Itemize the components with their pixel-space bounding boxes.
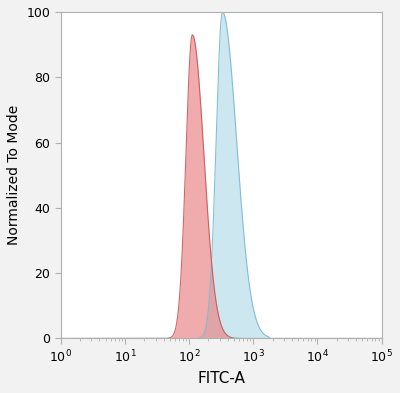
X-axis label: FITC-A: FITC-A (197, 371, 245, 386)
Y-axis label: Normalized To Mode: Normalized To Mode (7, 105, 21, 245)
